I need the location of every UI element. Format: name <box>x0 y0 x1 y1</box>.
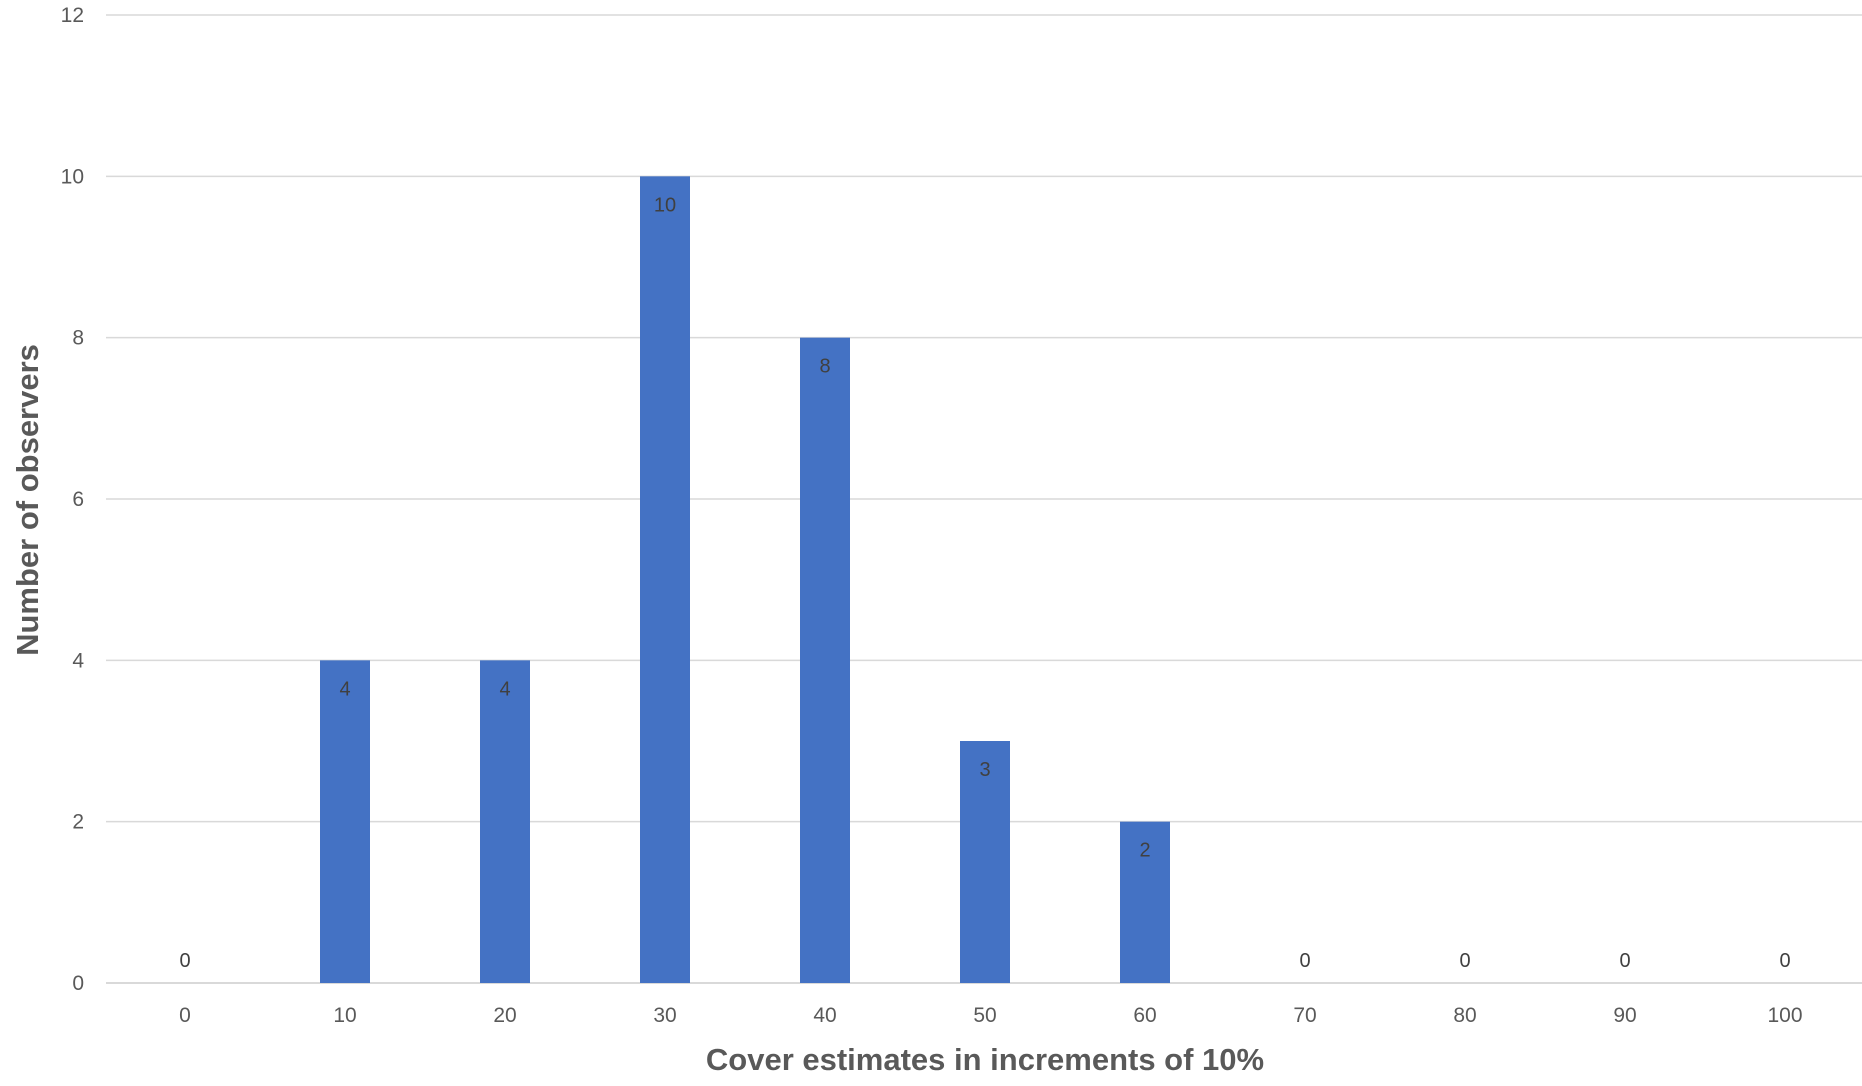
x-tick-label: 70 <box>1293 1004 1316 1027</box>
y-tick-label: 6 <box>72 488 84 511</box>
data-label-60: 2 <box>1139 840 1150 862</box>
y-tick-label: 12 <box>61 4 84 27</box>
y-tick-label: 10 <box>61 165 84 188</box>
x-tick-label: 0 <box>179 1004 191 1027</box>
data-label-40: 8 <box>819 356 830 378</box>
y-tick-label: 2 <box>72 811 84 834</box>
data-label-50: 3 <box>979 759 990 781</box>
data-label-90: 0 <box>1619 950 1630 972</box>
x-tick-label: 80 <box>1453 1004 1476 1027</box>
data-label-0: 0 <box>179 950 190 972</box>
data-labels: 0 4 4 10 8 3 2 0 0 0 0 <box>179 194 1790 972</box>
bar-30 <box>640 176 690 984</box>
x-tick-label: 20 <box>493 1004 516 1027</box>
data-label-30: 10 <box>654 194 676 216</box>
x-axis-title: Cover estimates in increments of 10% <box>706 1042 1264 1077</box>
y-tick-label: 8 <box>72 327 84 350</box>
bar-60 <box>1120 821 1170 983</box>
x-tick-label: 90 <box>1613 1004 1636 1027</box>
x-tick-label: 60 <box>1133 1004 1156 1027</box>
data-label-100: 0 <box>1779 950 1790 972</box>
x-axis-ticks: 0 10 20 30 40 50 60 70 80 90 100 <box>179 1004 1802 1027</box>
gridlines <box>106 14 1862 984</box>
x-tick-label: 10 <box>333 1004 356 1027</box>
x-tick-label: 40 <box>813 1004 836 1027</box>
data-label-80: 0 <box>1459 950 1470 972</box>
bar-10 <box>320 660 370 983</box>
x-tick-label: 50 <box>973 1004 996 1027</box>
data-label-10: 4 <box>339 678 350 700</box>
y-axis-ticks: 0 2 4 6 8 10 12 <box>61 4 85 995</box>
y-axis-title: Number of observers <box>10 344 45 656</box>
y-tick-label: 4 <box>72 649 84 672</box>
x-tick-label: 100 <box>1767 1004 1802 1027</box>
data-label-70: 0 <box>1299 950 1310 972</box>
bars <box>320 176 1170 984</box>
bar-40 <box>800 337 850 984</box>
data-label-20: 4 <box>499 678 510 700</box>
bar-50 <box>960 741 1010 983</box>
y-tick-label: 0 <box>72 972 84 995</box>
bar-20 <box>480 660 530 983</box>
x-tick-label: 30 <box>653 1004 676 1027</box>
